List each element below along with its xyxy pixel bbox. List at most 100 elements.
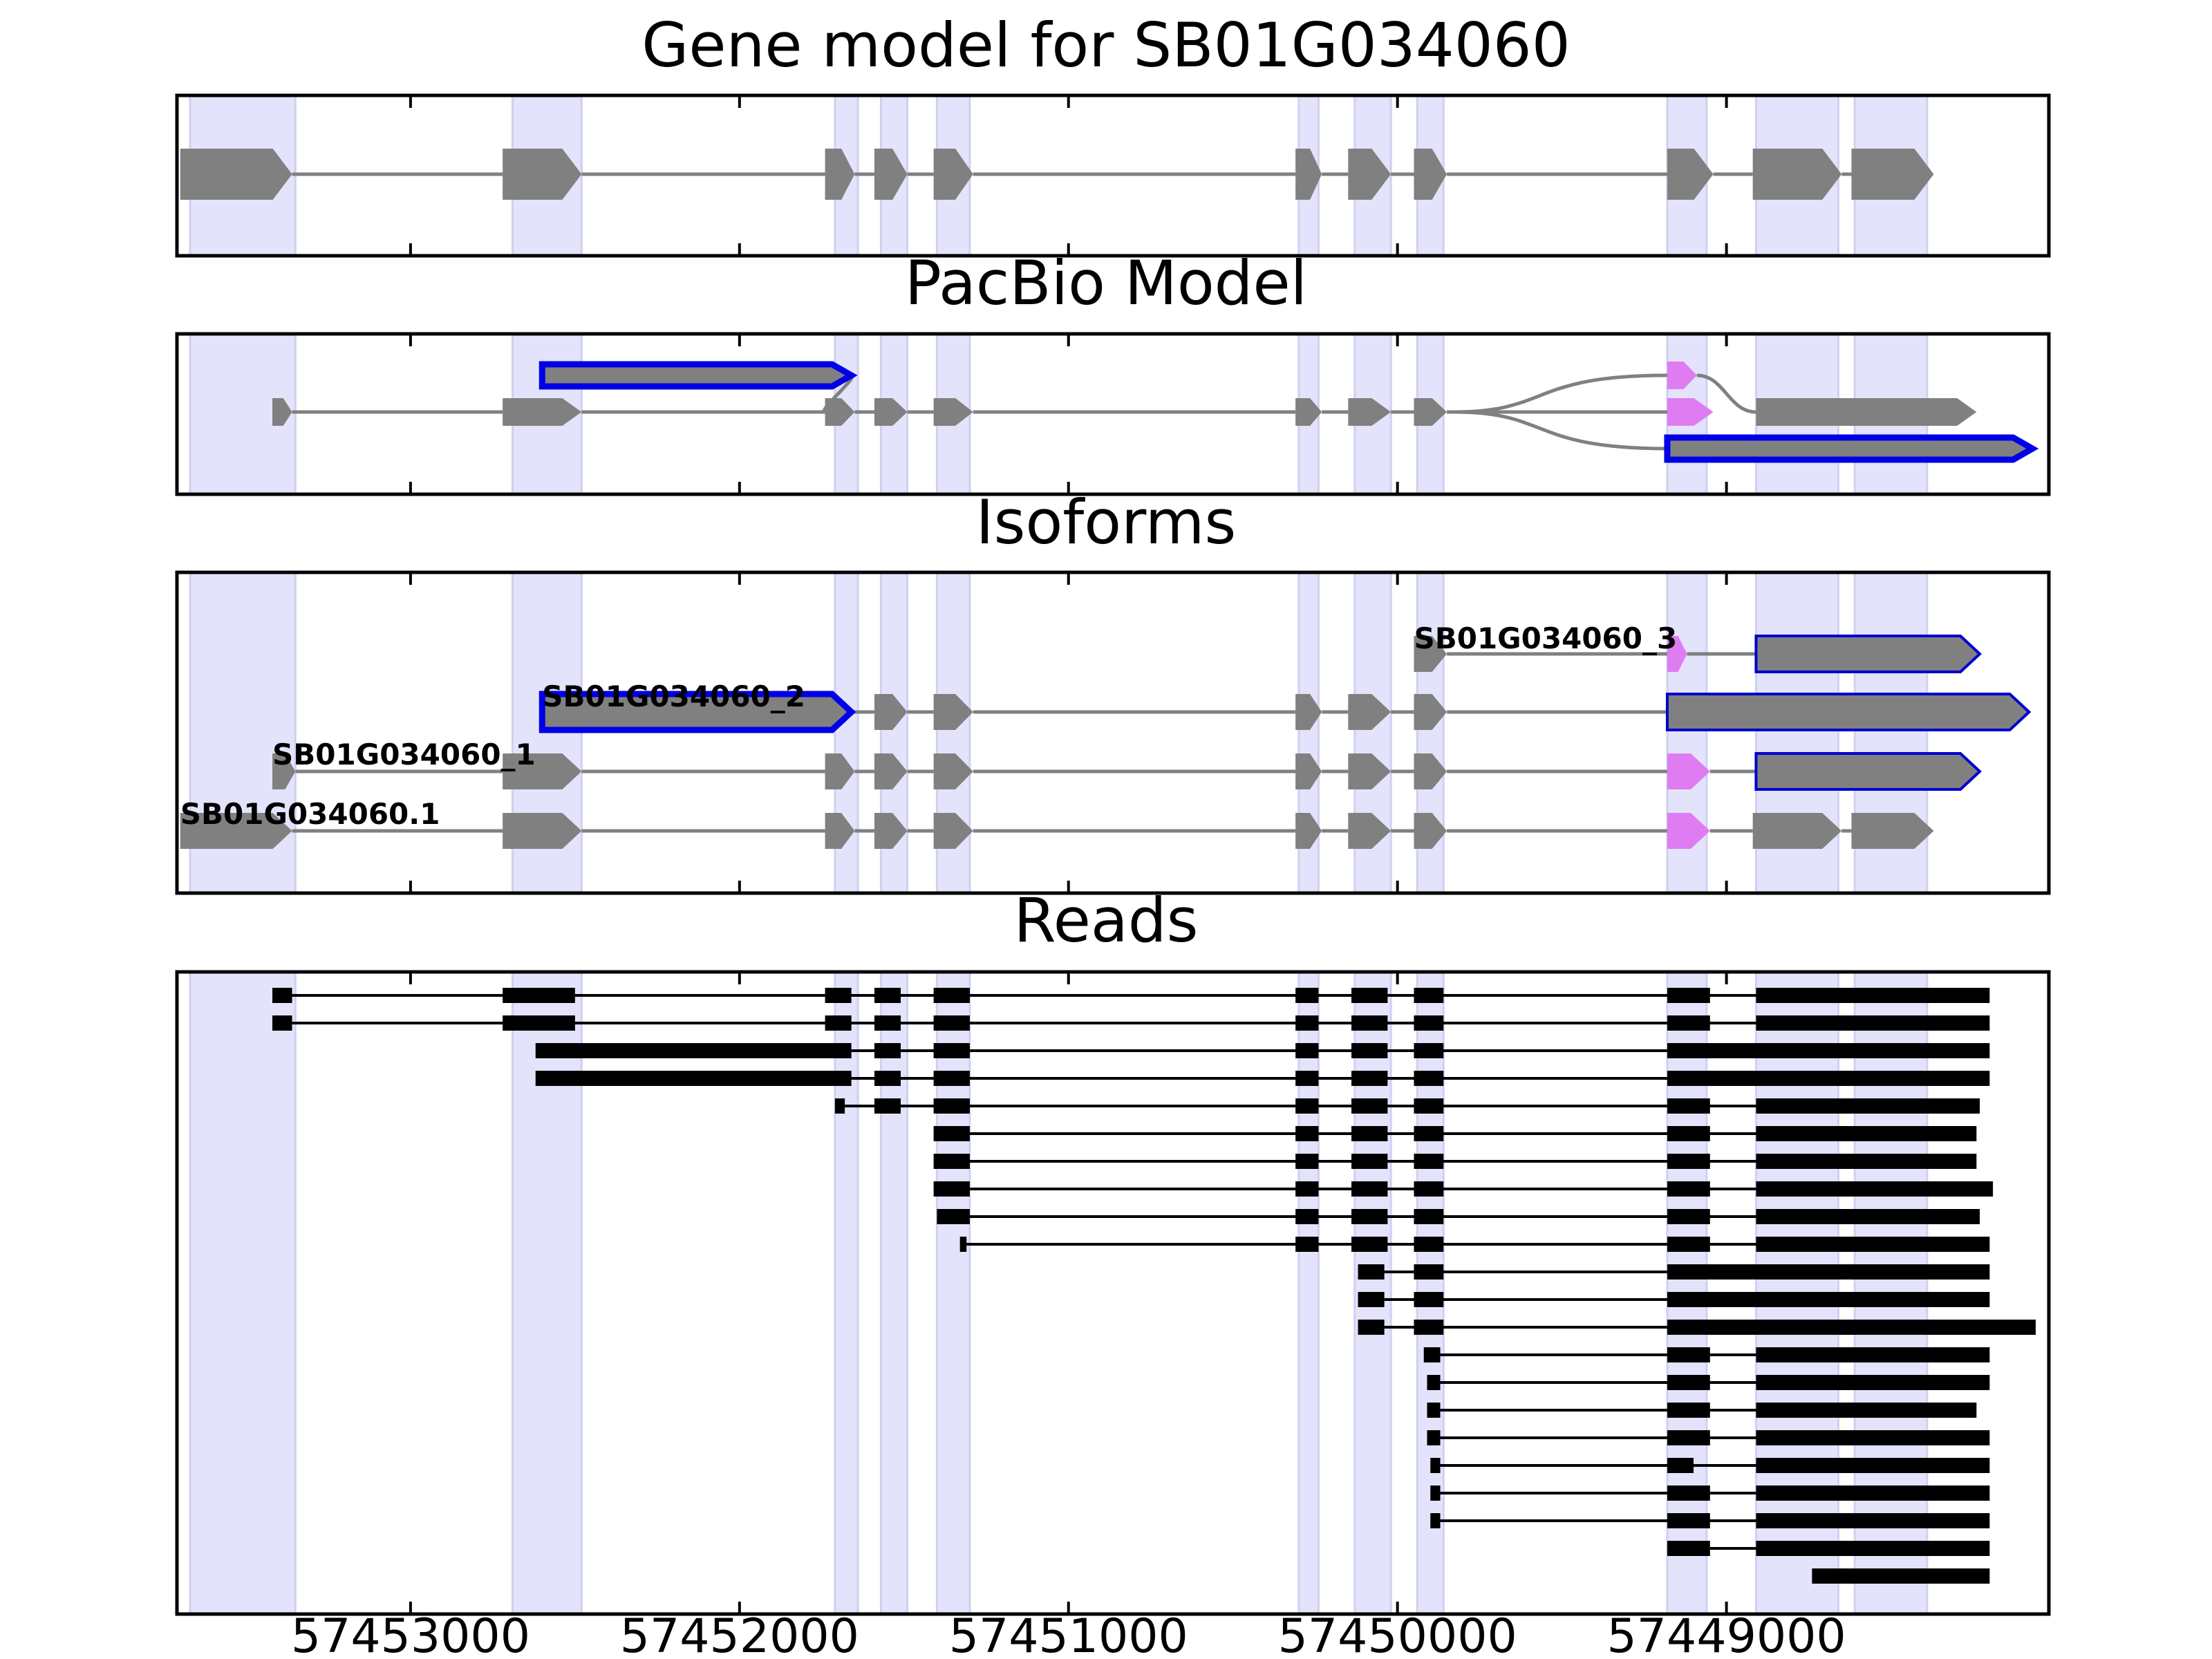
read-block: [1414, 1154, 1444, 1169]
read-block: [1295, 1015, 1319, 1031]
exon-gray: [1295, 149, 1322, 200]
exon-gray: [874, 813, 908, 849]
panel-title-pacbio-model: PacBio Model: [905, 247, 1307, 319]
read-block: [1756, 1430, 1990, 1445]
read-block: [1667, 1098, 1710, 1114]
exon-gray: [1295, 398, 1322, 426]
read-block: [1430, 1485, 1441, 1501]
read-block: [1427, 1403, 1441, 1418]
read-block: [1351, 1126, 1388, 1141]
read-block: [1667, 1375, 1710, 1390]
exon-gray: [1414, 813, 1447, 849]
splice-connector: [1696, 373, 1756, 414]
read-block: [933, 988, 970, 1003]
read-block: [1414, 1181, 1444, 1197]
exon-gray: [825, 149, 855, 200]
read-block: [1351, 1098, 1388, 1114]
read-block: [1295, 1154, 1319, 1169]
read-block: [1351, 988, 1388, 1003]
exon-band: [1297, 971, 1320, 1615]
read-block: [1667, 1126, 1710, 1141]
read-block: [1756, 988, 1990, 1003]
read-block: [1667, 1043, 1990, 1058]
read-block: [937, 1209, 970, 1224]
read-block: [1351, 1209, 1388, 1224]
exon-gray: [503, 813, 582, 849]
splice-connector: [1454, 373, 1667, 414]
exon-gray: [1348, 149, 1391, 200]
exon-gray: [1414, 398, 1447, 426]
read-block: [1667, 1485, 1710, 1501]
read-block: [933, 1043, 970, 1058]
read-block: [1358, 1320, 1385, 1335]
exon-pink: [1667, 813, 1710, 849]
exon-gray: [933, 398, 973, 426]
read-block: [1756, 1181, 1994, 1197]
read-block: [1667, 1071, 1990, 1086]
read-block: [1756, 1237, 1990, 1252]
read-block: [1427, 1430, 1441, 1445]
read-block: [1756, 1458, 1990, 1473]
exon-band: [834, 971, 859, 1615]
exon-gray: [1295, 753, 1322, 789]
x-tick-label: 57451000: [949, 1609, 1188, 1659]
read-block: [1414, 1098, 1444, 1114]
exon-gray: [503, 398, 582, 426]
read-block: [1756, 1209, 1980, 1224]
read-block: [1756, 1347, 1990, 1362]
read-block: [272, 988, 292, 1003]
exon-gray: [874, 694, 908, 730]
read-block: [1351, 1043, 1388, 1058]
exon-gray: [1414, 694, 1447, 730]
read-block: [874, 1015, 901, 1031]
exon-band: [879, 971, 909, 1615]
read-block: [933, 1098, 970, 1114]
read-block: [1667, 1458, 1694, 1473]
read-block: [1667, 1264, 1990, 1280]
read-block: [1414, 1126, 1444, 1141]
read-block: [272, 1015, 292, 1031]
read-block: [1295, 988, 1319, 1003]
read-block: [1430, 1458, 1441, 1473]
read-block: [874, 1043, 901, 1058]
read-block: [1358, 1264, 1385, 1280]
read-block: [1295, 1098, 1319, 1114]
exon-blue: [538, 691, 856, 733]
read-block: [1812, 1568, 1990, 1584]
read-block: [1351, 1154, 1388, 1169]
read-block: [874, 988, 901, 1003]
read-block: [1756, 1154, 1977, 1169]
exon-gray: [1414, 753, 1447, 789]
read-block: [1351, 1015, 1388, 1031]
read-block: [1667, 1154, 1710, 1169]
exon-pink: [1667, 636, 1687, 672]
read-block: [1427, 1375, 1441, 1390]
exon-gray: [180, 149, 292, 200]
panel-frame: [175, 970, 2051, 1616]
reads-panel: [175, 970, 2051, 1616]
read-block: [535, 1071, 852, 1086]
gene-model-panel: [175, 93, 2051, 258]
read-block: [1667, 1541, 1710, 1556]
read-block: [1351, 1237, 1388, 1252]
exon-gray: [272, 398, 292, 426]
panel-frame: [175, 93, 2051, 258]
read-block: [1414, 1043, 1444, 1058]
read-block: [1414, 1237, 1444, 1252]
panel-frame: [175, 570, 2051, 895]
exon-gray: [874, 398, 908, 426]
panel-title-gene-model: Gene model for SB01G034060: [641, 10, 1571, 81]
splice-connector: [1454, 410, 1667, 451]
exon-gray: [1851, 813, 1934, 849]
exon-gray: [1756, 398, 1977, 426]
read-block: [874, 1098, 901, 1114]
exon-gray: [933, 753, 973, 789]
read-block: [503, 1015, 575, 1031]
read-block: [874, 1071, 901, 1086]
exon-gray: [503, 149, 582, 200]
read-block: [1295, 1071, 1319, 1086]
read-block: [1667, 1403, 1710, 1418]
read-block: [1295, 1126, 1319, 1141]
read-block: [1295, 1209, 1319, 1224]
read-block: [1756, 1126, 1977, 1141]
